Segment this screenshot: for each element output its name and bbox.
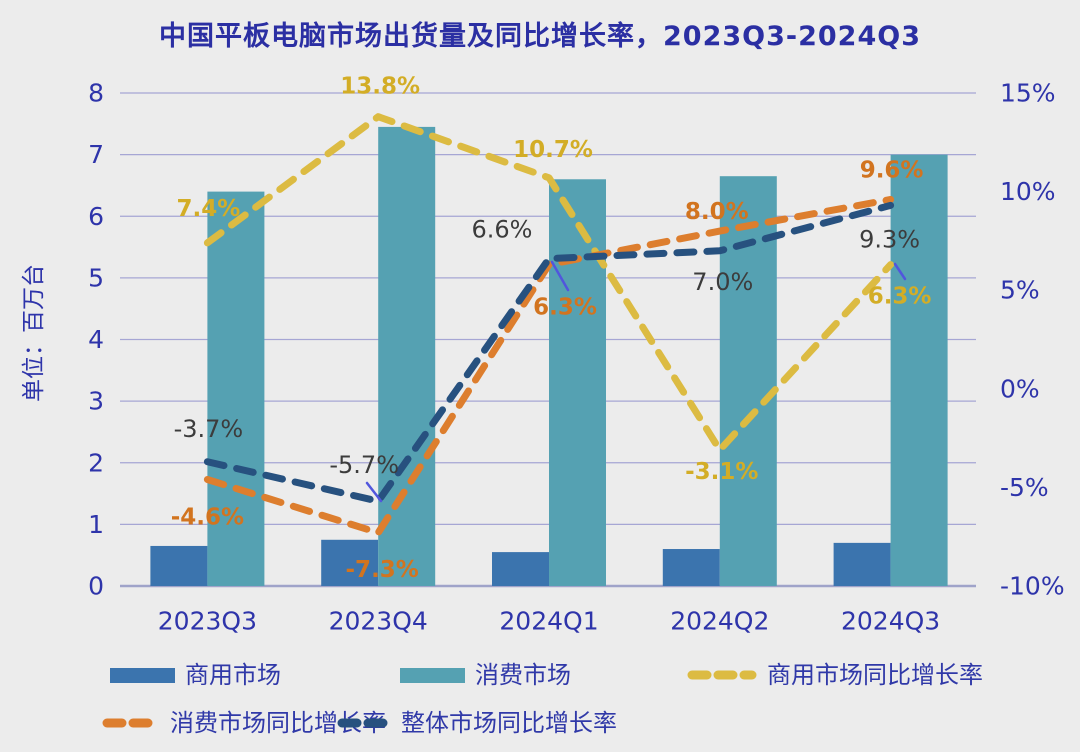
data-label: 7.4% <box>177 196 241 222</box>
legend-label: 整体市场同比增长率 <box>401 709 617 737</box>
x-axis-label: 2023Q4 <box>329 607 428 636</box>
data-label: 6.6% <box>472 216 533 244</box>
bar-consumer-2024Q1 <box>549 179 606 586</box>
legend-swatch-icon <box>400 667 465 683</box>
y-axis-title: 单位：百万台 <box>21 264 47 402</box>
data-label: -3.1% <box>685 459 758 485</box>
x-axis-label: 2024Q3 <box>841 607 940 636</box>
y-right-tick-label: 5% <box>1000 276 1040 305</box>
y-right-tick-label: 15% <box>1000 79 1056 108</box>
line-commercial-growth-rate <box>203 113 895 454</box>
y-left-tick-label: 3 <box>88 387 104 416</box>
bar-commercial-2023Q4 <box>321 539 379 586</box>
legend-dash-icon <box>102 718 160 728</box>
y-left-tick-label: 1 <box>88 510 104 539</box>
data-label: 9.3% <box>859 225 920 253</box>
legend-label: 商用市场 <box>185 661 281 689</box>
y-left-tick-label: 7 <box>88 140 104 169</box>
chart-title: 中国平板电脑市场出货量及同比增长率，2023Q3-2024Q3 <box>159 21 921 52</box>
y-right-tick-label: 0% <box>1000 374 1040 403</box>
legend-label: 消费市场 <box>475 661 571 689</box>
data-label: 7.0% <box>692 268 753 296</box>
legend-item: 消费市场 <box>400 661 571 689</box>
data-label: 9.6% <box>860 157 924 183</box>
data-label: 8.0% <box>685 199 749 225</box>
legend-dash-icon <box>687 670 757 680</box>
label-leader-line <box>365 481 383 503</box>
data-label: 13.8% <box>340 74 420 100</box>
data-label: 6.3% <box>533 295 597 321</box>
data-label: 10.7% <box>513 137 593 163</box>
data-label: -7.3% <box>346 557 419 583</box>
bar-consumer-2023Q4 <box>378 126 436 587</box>
bar-consumer-2023Q3 <box>207 191 265 586</box>
bar-commercial-2024Q3 <box>833 542 891 586</box>
x-axis-label: 2024Q1 <box>499 607 598 636</box>
line-overall-growth-rate <box>203 201 895 505</box>
label-leader-line <box>550 260 570 292</box>
legend-item: 整体市场同比增长率 <box>337 709 617 737</box>
legend-dash-icon <box>337 718 391 728</box>
x-axis-label: 2024Q2 <box>670 607 769 636</box>
bar-commercial-2023Q3 <box>150 545 208 586</box>
y-right-tick-label: -5% <box>1000 473 1049 502</box>
y-left-tick-label: 0 <box>88 572 104 601</box>
legend-item: 商用市场同比增长率 <box>687 661 983 689</box>
bar-consumer-2024Q3 <box>890 154 948 586</box>
data-label: 6.3% <box>868 284 932 310</box>
legend-item: 商用市场 <box>110 661 281 689</box>
y-left-tick-label: 5 <box>88 263 104 292</box>
y-left-tick-label: 6 <box>88 202 104 231</box>
x-axis-label: 2023Q3 <box>158 607 257 636</box>
bar-commercial-2024Q1 <box>492 552 549 586</box>
data-label: -5.7% <box>329 451 399 479</box>
y-left-tick-label: 2 <box>88 448 104 477</box>
legend-swatch-icon <box>110 667 175 683</box>
y-right-tick-label: -10% <box>1000 572 1065 601</box>
y-right-tick-label: 10% <box>1000 177 1056 206</box>
data-label: -3.7% <box>174 415 244 443</box>
data-label: -4.6% <box>171 505 244 531</box>
label-leader-line <box>893 262 907 281</box>
y-left-tick-label: 8 <box>88 79 104 108</box>
legend-label: 商用市场同比增长率 <box>767 661 983 689</box>
bar-commercial-2024Q2 <box>662 549 720 586</box>
y-left-tick-label: 4 <box>88 325 104 354</box>
